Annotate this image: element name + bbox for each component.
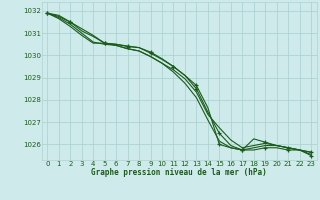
X-axis label: Graphe pression niveau de la mer (hPa): Graphe pression niveau de la mer (hPa): [91, 168, 267, 177]
